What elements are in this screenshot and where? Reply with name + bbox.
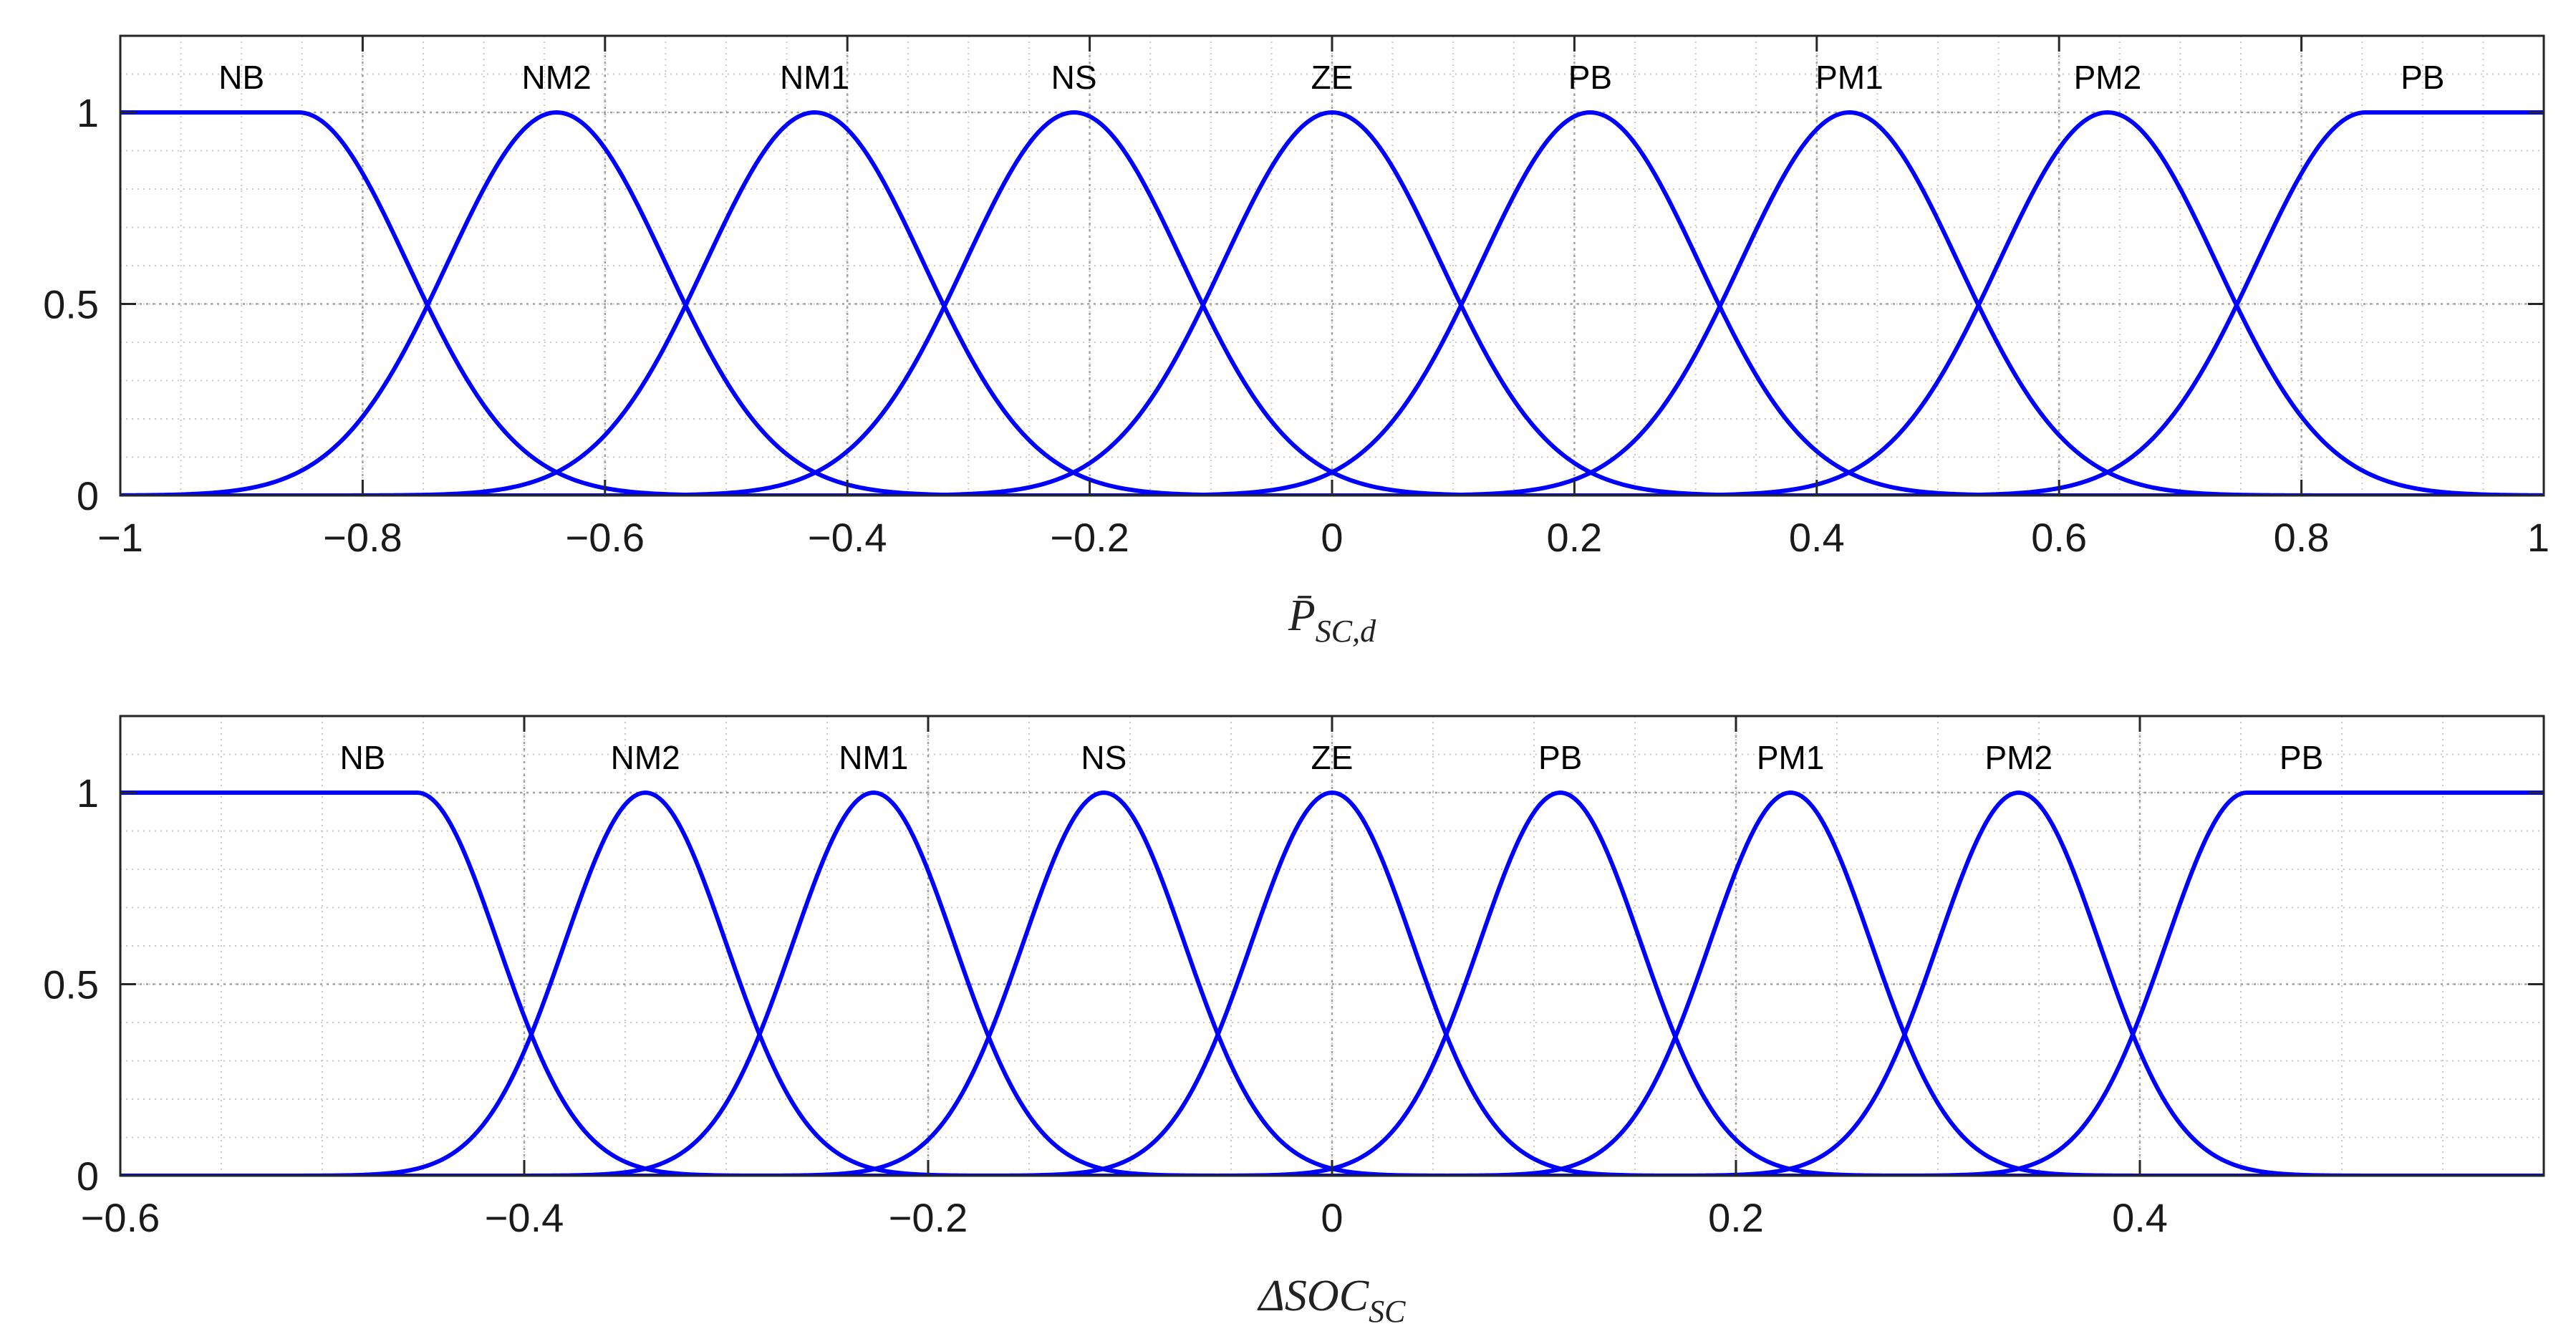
mf-label-pb-5: PB	[1538, 739, 1582, 776]
x-tick-label: −0.4	[485, 1195, 564, 1240]
x-tick-label: −0.2	[889, 1195, 968, 1240]
mf-label-nm1-2: NM1	[839, 739, 908, 776]
y-tick-label: 0.5	[43, 962, 99, 1007]
x-tick-label: 0	[1321, 515, 1343, 560]
series-line-ze-4	[120, 791, 2544, 1176]
series-line-nb-0	[120, 110, 2544, 495]
y-tick-label: 1	[77, 770, 99, 816]
x-tick-label: −0.6	[81, 1195, 160, 1240]
series-line-pm2-7	[120, 791, 2544, 1176]
chart-panel-top: NB NM2 NM1 NS ZE PB PM1 PM2 PB −1 −0.8 −0.6 −0.4 −0.2…	[43, 34, 2550, 649]
mf-label-nm2-1: NM2	[611, 739, 680, 776]
mf-label-nb-0: NB	[218, 59, 264, 96]
tick-marks	[119, 36, 2545, 497]
x-axis-title: P̄SC,d	[1288, 591, 1376, 649]
mf-label-nm2-1: NM2	[522, 59, 592, 96]
y-tick-label: 0	[77, 1154, 99, 1199]
x-tick-label: 0.8	[2274, 515, 2330, 560]
mf-label-pb-8: PB	[2401, 59, 2444, 96]
mf-label-nm1-2: NM1	[780, 59, 849, 96]
x-tick-label: 0.2	[1546, 515, 1602, 560]
x-tick-label: −0.8	[323, 515, 402, 560]
x-tick-label: −1	[97, 515, 143, 560]
series-line-nb-0	[120, 791, 2544, 1176]
mf-label-ns-3: NS	[1051, 59, 1097, 96]
series-line-pb-8	[120, 110, 2544, 495]
minor-grid	[120, 36, 2544, 495]
x-tick-label: 0	[1321, 1195, 1343, 1240]
mf-label-ns-3: NS	[1081, 739, 1127, 776]
mf-label-pm2-7: PM2	[2074, 59, 2142, 96]
mf-label-nb-0: NB	[339, 739, 385, 776]
series-line-pb-5	[120, 110, 2544, 495]
x-tick-label: 0.4	[2112, 1195, 2168, 1240]
x-tick-label: −0.6	[566, 515, 645, 560]
series-line-ze-4	[120, 110, 2544, 495]
mf-label-pb-5: PB	[1568, 59, 1612, 96]
tick-marks	[119, 716, 2544, 1177]
chart-panel-bottom: NB NM2 NM1 NS ZE PB PM1 PM2 PB −0.6 −0.4 −0.2 0 0.2 0.…	[43, 715, 2545, 1329]
mf-label-pb-8: PB	[2280, 739, 2323, 776]
x-tick-label: 1	[2527, 515, 2550, 560]
x-tick-label: 0.2	[1708, 1195, 1764, 1240]
x-axis-title: ΔSOCSC	[1257, 1272, 1407, 1329]
x-tick-label: −0.4	[808, 515, 887, 560]
y-tick-label: 0.5	[43, 282, 99, 327]
mf-label-pm1-6: PM1	[1815, 59, 1883, 96]
series-line-pm2-7	[120, 110, 2544, 495]
mf-label-pm1-6: PM1	[1757, 739, 1825, 776]
series-line-pb-8	[120, 791, 2544, 1176]
mf-label-ze-4: ZE	[1311, 739, 1354, 776]
y-tick-label: 0	[77, 473, 99, 518]
mf-label-ze-4: ZE	[1311, 59, 1354, 96]
mf-label-pm2-7: PM2	[1985, 739, 2053, 776]
x-tick-label: 0.4	[1789, 515, 1845, 560]
x-tick-label: −0.2	[1050, 515, 1129, 560]
series-line-nm2-1	[120, 791, 2544, 1176]
y-tick-label: 1	[77, 90, 99, 135]
series-line-nm2-1	[120, 110, 2544, 495]
x-tick-label: 0.6	[2031, 515, 2087, 560]
